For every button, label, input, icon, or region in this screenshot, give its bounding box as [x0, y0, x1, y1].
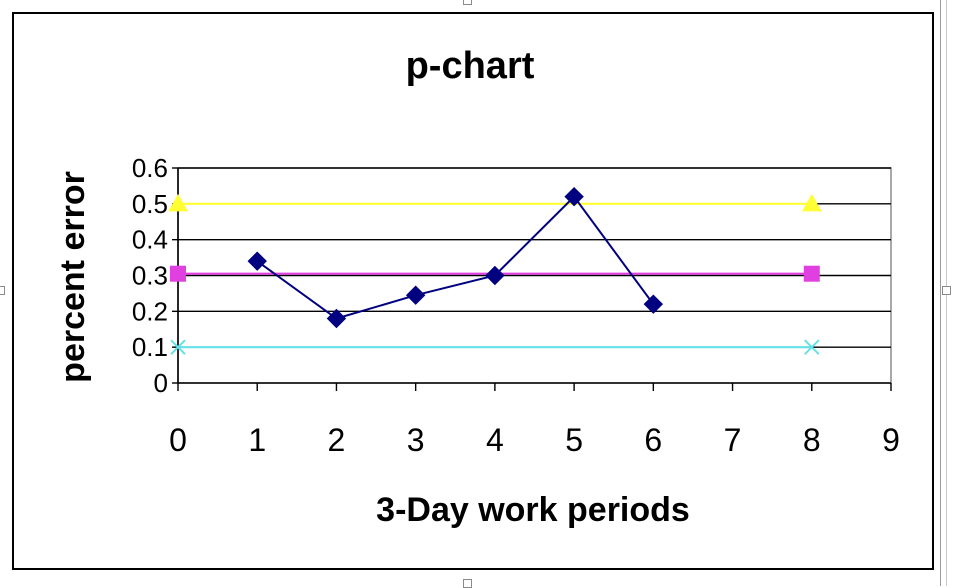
- x-tick-label: 6: [644, 422, 662, 458]
- data-point: [170, 339, 186, 355]
- x-tick-label: 7: [724, 422, 742, 458]
- data-point: [485, 265, 505, 286]
- y-axis-title: percent error: [54, 171, 92, 383]
- data-point: [170, 265, 186, 282]
- data-point: [326, 308, 347, 329]
- data-point: [804, 339, 820, 355]
- window-edge: [940, 0, 941, 586]
- x-tick-label: 9: [882, 422, 900, 458]
- x-tick-label: 0: [169, 422, 187, 458]
- y-tick-label: 0.6: [132, 153, 168, 183]
- x-tick-label: 1: [248, 422, 266, 458]
- resize-handle-top[interactable]: [463, 0, 472, 5]
- x-tick-label: 3: [407, 422, 425, 458]
- y-tick-label: 0.5: [132, 189, 168, 219]
- series-line: [256, 195, 655, 320]
- resize-handle-right[interactable]: [942, 286, 951, 295]
- y-tick-label: 0.2: [132, 296, 168, 326]
- data-point: [168, 193, 188, 212]
- y-tick-label: 0: [154, 368, 168, 398]
- data-point: [803, 265, 820, 282]
- x-tick-label: 2: [328, 422, 346, 458]
- data-point: [801, 193, 822, 212]
- x-axis-title: 3-Day work periods: [376, 491, 690, 529]
- x-tick-label: 4: [486, 422, 504, 458]
- y-tick-label: 0.4: [132, 225, 168, 255]
- chart-title: p-chart: [406, 45, 535, 87]
- data-point: [564, 186, 584, 207]
- y-tick-label: 0.1: [132, 332, 168, 362]
- data-point: [405, 285, 426, 305]
- x-tick-label: 5: [565, 422, 583, 458]
- resize-handle-left[interactable]: [0, 286, 5, 295]
- x-tick-label: 8: [803, 422, 821, 458]
- data-point: [247, 251, 267, 271]
- y-tick-label: 0.3: [132, 261, 168, 291]
- data-point: [643, 294, 664, 314]
